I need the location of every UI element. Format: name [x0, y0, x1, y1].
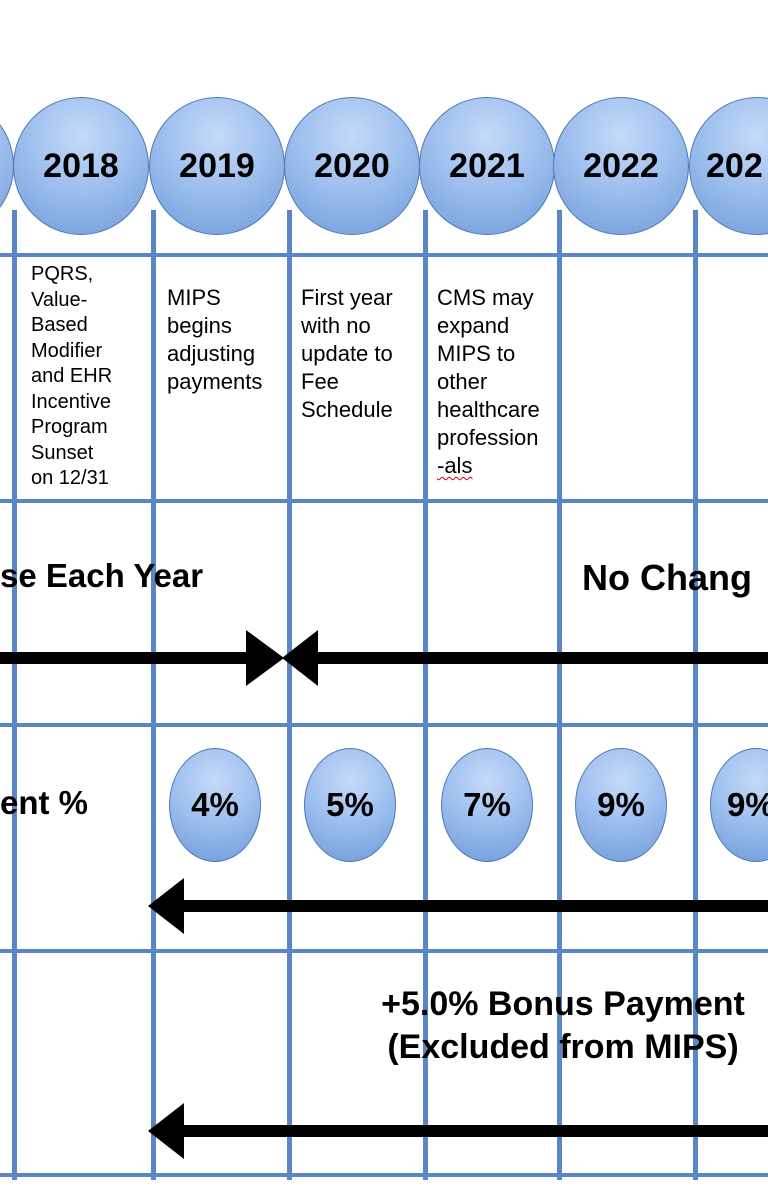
grid-line-vertical	[287, 210, 292, 1180]
note-line: MIPS to	[437, 341, 516, 366]
bonus-line-1: +5.0% Bonus Payment	[381, 985, 745, 1023]
note-line: payments	[167, 369, 263, 394]
note-line: expand	[437, 313, 510, 338]
adjustment-percent-label: ent %	[0, 784, 89, 821]
note-2019: MIPS begins adjusting payments	[167, 284, 262, 396]
arrow-head-left	[148, 1103, 184, 1159]
percent-circle-2020: 5%	[304, 748, 396, 862]
note-line: adjusting	[167, 341, 256, 366]
note-line: Based	[31, 314, 88, 336]
arrow-shaft-bonus	[180, 1125, 768, 1137]
year-circle-2021: 2021	[419, 97, 555, 235]
note-line: Schedule	[301, 397, 393, 422]
grid-line-vertical	[693, 210, 698, 1180]
note-line: with no	[301, 313, 371, 338]
note-line: PQRS,	[31, 263, 94, 285]
note-line: other	[437, 369, 488, 394]
note-line: First year	[301, 285, 393, 310]
note-line: Fee	[301, 369, 339, 394]
note-line: CMS may	[437, 285, 534, 310]
note-line: update to	[301, 341, 393, 366]
year-label: 202	[706, 146, 763, 185]
note-line: MIPS	[167, 285, 221, 310]
grid-line-horizontal	[0, 949, 768, 953]
arrow-head-left	[148, 878, 184, 934]
note-line: Incentive	[31, 390, 112, 413]
note-line: profession	[437, 425, 539, 450]
note-line: Program	[31, 416, 108, 438]
note-2018: PQRS, Value- Based Modifier and EHR Ince…	[31, 262, 112, 492]
percent-value: 9%	[727, 786, 768, 823]
note-line: Modifier	[31, 339, 103, 362]
grid-line-vertical	[423, 210, 428, 1180]
year-circle-2022: 2022	[553, 97, 689, 235]
grid-line-horizontal	[0, 723, 768, 727]
note-line: on 12/31	[31, 467, 109, 489]
note-line-spellcheck: -als	[437, 453, 473, 478]
arrow-shaft-fee-left	[0, 652, 250, 664]
percent-value: 7%	[463, 786, 511, 823]
note-line: begins	[167, 313, 232, 338]
fee-update-label: se Each Year	[0, 557, 204, 594]
grid-line-vertical	[151, 210, 156, 1180]
percent-value: 4%	[191, 786, 239, 823]
year-label: 2022	[583, 146, 659, 185]
year-label: 2019	[179, 146, 255, 185]
year-label: 2018	[43, 146, 119, 185]
arrow-head-left	[282, 630, 318, 686]
note-line: healthcare	[437, 397, 540, 422]
grid-line-vertical	[12, 210, 17, 1180]
grid-line-vertical	[557, 210, 562, 1180]
percent-circle-2022: 9%	[575, 748, 667, 862]
note-2020: First year with no update to Fee Schedul…	[301, 284, 393, 424]
bonus-line-2: (Excluded from MIPS)	[387, 1028, 739, 1066]
percent-circle-2019: 4%	[169, 748, 261, 862]
arrow-shaft-fee-right	[314, 652, 768, 664]
year-label: 2021	[449, 146, 525, 185]
arrow-shaft-adjustment	[180, 900, 768, 912]
note-2021: CMS may expand MIPS to other healthcare …	[437, 284, 540, 480]
no-change-label: No Chang	[582, 557, 752, 598]
year-circle-2019: 2019	[149, 97, 285, 235]
percent-value: 5%	[326, 786, 374, 823]
note-line: Sunset	[31, 441, 94, 464]
bonus-payment-label: +5.0% Bonus Payment (Excluded from MIPS)	[358, 983, 768, 1069]
grid-line-horizontal	[0, 499, 768, 503]
note-line: Value-	[31, 288, 88, 311]
grid-line-horizontal	[0, 253, 768, 257]
grid-line-horizontal	[0, 1173, 768, 1177]
year-label: 2020	[314, 146, 390, 185]
percent-value: 9%	[597, 786, 645, 823]
note-line: and EHR	[31, 365, 113, 387]
arrow-head-right	[246, 630, 284, 686]
percent-circle-2021: 7%	[441, 748, 533, 862]
year-circle-2018: 2018	[13, 97, 149, 235]
